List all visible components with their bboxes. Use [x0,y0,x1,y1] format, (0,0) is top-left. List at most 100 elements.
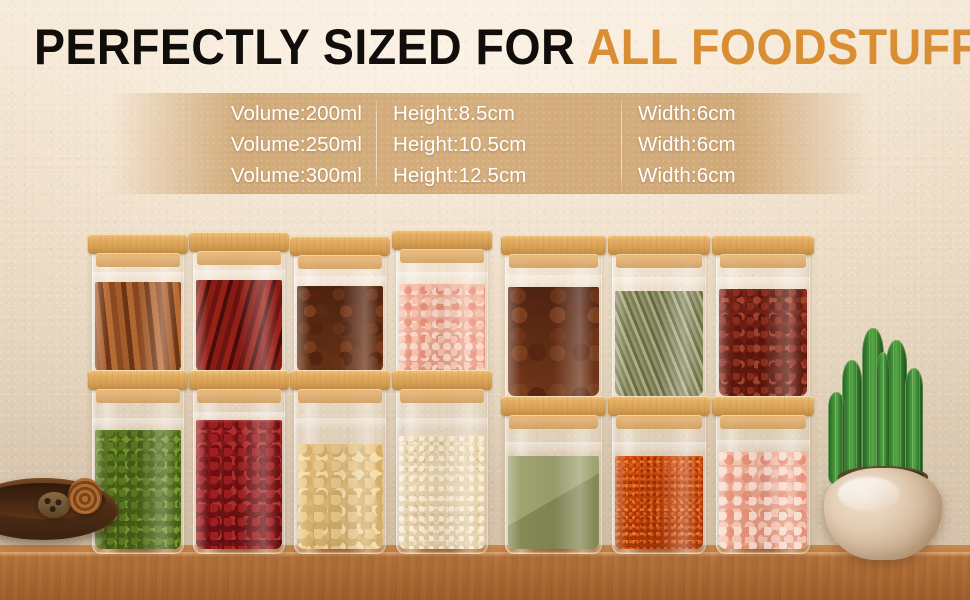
spec-cell-height: Height:10.5cm [393,132,527,156]
jar-lid-inner [298,389,382,403]
jar-bottom-1 [92,382,184,554]
spec-cell-width: Width:6cm [638,163,736,187]
headline-part-primary: PERFECTLY SIZED FOR [33,19,587,75]
headline-part-accent: ALL FOODSTUFFS [586,19,970,75]
jar-neck [92,418,184,428]
jar-contents-soybeans [297,444,383,549]
jar-lid-inner [509,254,598,268]
jar-lid [88,234,188,254]
jar-neck [505,275,602,285]
jar-lid-inner [400,389,484,403]
jar-neck [716,277,810,287]
jar-lid [608,235,710,255]
jar-neck [396,418,488,428]
jar-lid-inner [616,415,702,429]
spec-cell-volume: Volume:250ml [230,132,362,156]
jar-lid [189,370,289,390]
jar-neck [294,418,386,428]
spec-column-divider [621,97,622,191]
pot-highlight [838,477,900,511]
spec-table: Volume:200ml Volume:250ml Volume:300ml H… [126,97,854,191]
jar-lid-inner [96,389,180,403]
cactus-stem [905,368,923,482]
jar-top-6 [612,247,706,402]
spec-cell-height: Height:8.5cm [393,101,515,125]
jar-lid-inner [96,253,180,267]
jar-bottom-4 [396,382,488,554]
jar-neck [612,277,706,287]
cactus-stem [886,340,907,480]
jar-contents-red-beans [196,420,282,549]
ceramic-pot [824,468,942,560]
table-wood-grain [0,552,970,600]
spec-column-width: Width:6cm Width:6cm Width:6cm [622,98,868,191]
jar-lid-inner [616,254,702,268]
jar-neck [92,272,184,282]
jar-contents-chili-powder [615,456,703,549]
jar-lid-inner [197,251,281,265]
jar-top-1 [92,246,184,378]
jar-lid [712,235,814,255]
cactus-stem [828,392,845,484]
spec-table-band [110,93,870,194]
jar-neck [716,440,810,450]
jar-contents-bay-leaves [508,456,599,549]
jar-contents-dried-chilies-whole [508,287,599,396]
jar-lid [290,236,390,256]
spec-cell-height: Height:12.5cm [393,163,527,187]
jar-contents-dried-chilies [196,280,282,372]
spec-cell-volume: Volume:200ml [230,101,362,125]
jar-neck [294,276,386,286]
spec-cell-width: Width:6cm [638,132,736,156]
jar-lid-inner [720,415,806,429]
jar-lid [712,396,814,416]
jar-bottom-2 [193,382,285,554]
jar-top-2 [193,244,285,378]
jar-contents-pink-salt-chunks [719,452,807,549]
jar-lid-inner [509,415,598,429]
jar-lid [392,370,492,390]
spec-column-volume: Volume:200ml Volume:250ml Volume:300ml [126,98,376,191]
spec-cell-volume: Volume:300ml [230,163,362,187]
jar-contents-mung-beans [95,430,181,549]
jar-lid-inner [197,389,281,403]
jar-contents-sichuan-peppercorns [719,289,807,396]
lotus-pod [38,492,70,518]
jar-bottom-5 [505,408,602,554]
jar-neck [396,272,488,282]
jar-bottom-7 [716,408,810,554]
jar-top-7 [716,247,810,402]
spec-cell-width: Width:6cm [638,101,736,125]
jar-contents-fennel-seeds [615,291,703,396]
jar-bottom-3 [294,382,386,554]
jar-lid-inner [720,254,806,268]
jar-contents-cinnamon-sticks [95,282,181,372]
jar-neck [193,270,285,280]
table-edge-highlight [0,552,970,557]
wooden-table [0,552,970,600]
jar-lid [608,396,710,416]
jar-bottom-6 [612,408,706,554]
jar-contents-star-anise [297,286,383,372]
jar-contents-rolled-oats [399,436,485,549]
jar-neck [193,412,285,422]
jar-lid [88,370,188,390]
jar-top-5 [505,247,602,402]
jar-lid [392,230,492,250]
jar-lid-inner [298,255,382,269]
page-title: PERFECTLY SIZED FOR ALL FOODSTUFFS [33,18,970,76]
cactus-stem [842,360,862,482]
pine-cone [68,478,102,514]
jar-top-3 [294,248,386,378]
spec-column-divider [376,97,377,191]
spec-band-texture [110,93,870,194]
jar-lid-inner [400,249,484,263]
jar-lid [501,235,606,255]
jar-contents-pink-salt [399,284,485,372]
jar-top-4 [396,242,488,378]
cactus-stem [876,352,890,482]
jar-neck [505,442,602,452]
jar-lid [501,396,606,416]
jar-lid [189,232,289,252]
